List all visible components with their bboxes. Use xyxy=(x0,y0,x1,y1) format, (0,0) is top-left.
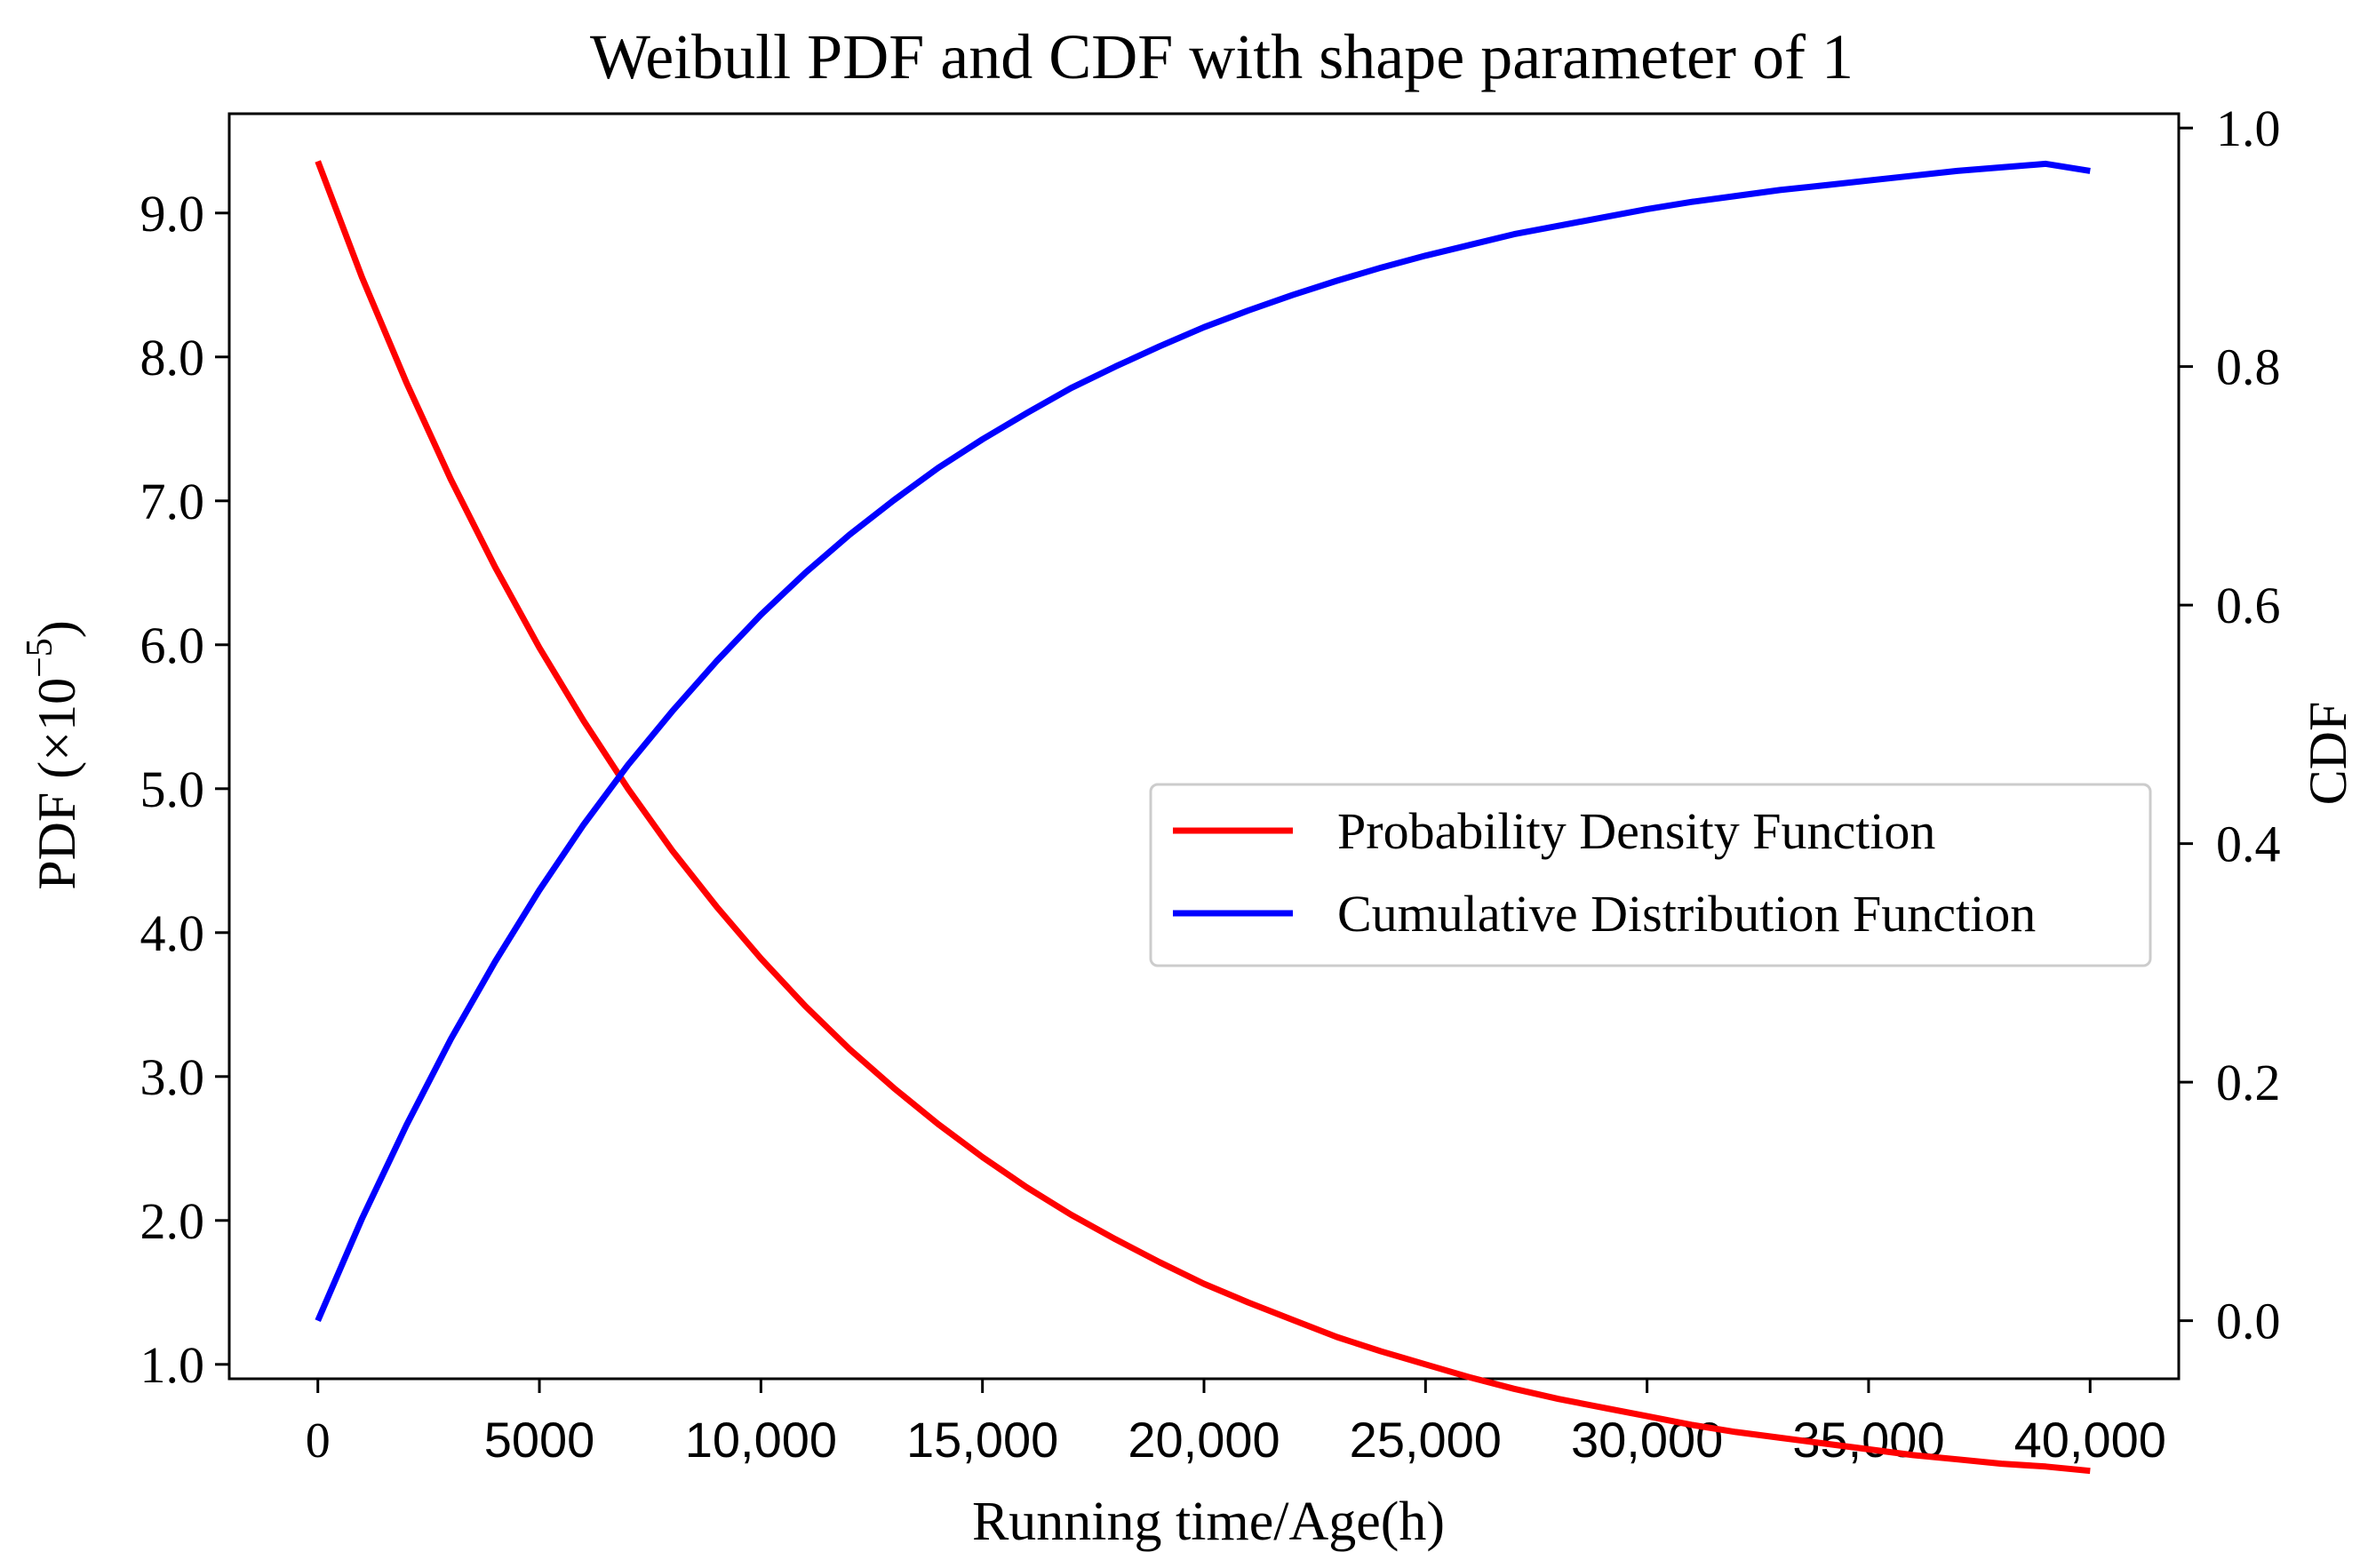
right-y-axis-label: CDF xyxy=(2299,702,2357,806)
series-layer xyxy=(315,160,2091,1475)
left-y-tick-label: 2.0 xyxy=(140,1192,205,1250)
right-y-tick-label: 0.4 xyxy=(2216,816,2281,873)
cdf-series-line xyxy=(315,160,2091,1322)
x-tick-label: 30,000 xyxy=(1571,1412,1723,1468)
left-y-tick-label: 4.0 xyxy=(140,904,205,962)
legend-label-pdf: Probability Density Function xyxy=(1337,802,1935,860)
right-y-tick-label: 0.0 xyxy=(2216,1293,2281,1350)
left-y-axis: 1.0 2.0 3.0 4.0 5.0 6.0 7.0 8.0 9.0 xyxy=(140,185,229,1394)
left-y-label-suffix: ) xyxy=(28,620,86,638)
left-y-tick-label: 1.0 xyxy=(140,1336,205,1394)
x-axis: 0 5000 10,000 15,000 20,000 25,000 30,000 35,00… xyxy=(306,1379,2166,1469)
left-y-tick-label: 9.0 xyxy=(140,185,205,243)
legend-label-cdf: Cumulative Distribution Function xyxy=(1337,885,2036,943)
chart-title: Weibull PDF and CDF with shape parameter… xyxy=(590,21,1854,92)
x-axis-label: Running time/Age(h) xyxy=(972,1492,1445,1552)
legend: Probability Density Function Cumulative … xyxy=(1149,783,2152,967)
left-y-tick-label: 8.0 xyxy=(140,329,205,386)
right-y-tick-label: 0.8 xyxy=(2216,338,2281,396)
x-tick-label: 25,000 xyxy=(1350,1412,1502,1468)
x-tick-label: 5000 xyxy=(484,1412,595,1468)
left-y-label-exponent: −5 xyxy=(20,638,60,678)
left-y-tick-label: 5.0 xyxy=(140,760,205,818)
x-tick-label: 40,000 xyxy=(2014,1412,2166,1468)
x-tick-label: 15,000 xyxy=(906,1412,1058,1468)
x-tick-label: 20,000 xyxy=(1128,1412,1280,1468)
left-y-tick-label: 6.0 xyxy=(140,617,205,674)
right-y-axis: 0.0 0.2 0.4 0.6 0.8 1.0 xyxy=(2179,99,2281,1350)
left-y-tick-label: 3.0 xyxy=(140,1048,205,1106)
right-y-tick-label: 1.0 xyxy=(2216,99,2281,157)
plot-frame xyxy=(227,112,2181,1381)
left-y-tick-label: 7.0 xyxy=(140,473,205,530)
left-y-label-prefix: PDF (×10 xyxy=(28,678,86,890)
right-y-tick-label: 0.6 xyxy=(2216,577,2281,634)
x-tick-label: 0 xyxy=(306,1413,331,1469)
legend-box xyxy=(1149,783,2152,967)
left-y-axis-label: PDF (×10−5) xyxy=(20,620,86,890)
x-tick-label: 10,000 xyxy=(685,1412,837,1468)
pdf-series-line xyxy=(315,160,2091,1475)
right-y-tick-label: 0.2 xyxy=(2216,1054,2281,1111)
